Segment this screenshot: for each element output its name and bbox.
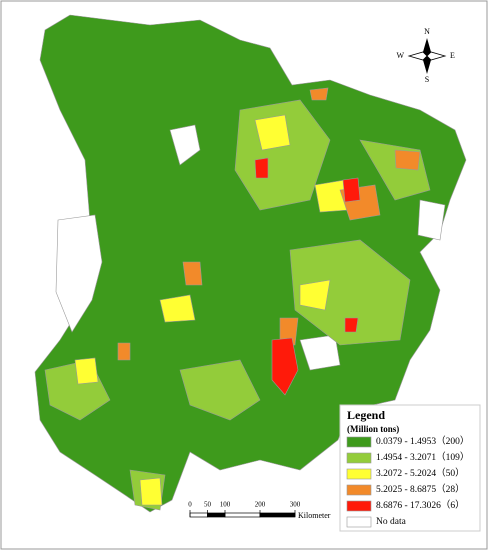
region-no-data bbox=[55, 214, 103, 333]
region-class-3 bbox=[159, 294, 196, 323]
scale-segment bbox=[259, 512, 296, 518]
legend-label: No data bbox=[376, 517, 407, 527]
region-no-data bbox=[169, 124, 201, 166]
compass-label: E bbox=[450, 51, 455, 60]
region-no-data bbox=[299, 334, 341, 371]
scale-segment bbox=[189, 512, 208, 518]
scale-unit: Kilometer bbox=[298, 511, 331, 520]
scale-tick-label: 200 bbox=[255, 501, 266, 509]
scale-tick-label: 0 bbox=[188, 501, 192, 509]
legend-swatch bbox=[346, 436, 372, 448]
region-class-4 bbox=[182, 261, 203, 286]
legend-swatch bbox=[346, 484, 372, 496]
region-class-4 bbox=[394, 149, 421, 171]
scale-tick-label: 300 bbox=[290, 501, 301, 509]
region-class-4 bbox=[117, 342, 131, 361]
compass-label: N bbox=[424, 27, 430, 36]
scale-segment bbox=[207, 512, 226, 518]
region-class-3 bbox=[299, 279, 331, 311]
region-class-2 bbox=[289, 239, 411, 346]
compass-label: W bbox=[396, 51, 404, 60]
region-no-data bbox=[417, 199, 446, 241]
region-class-2 bbox=[179, 359, 261, 421]
region-class-4 bbox=[279, 317, 299, 346]
legend-label: 0.0379 - 1.4953（200） bbox=[376, 435, 469, 447]
region-class-3 bbox=[139, 477, 163, 506]
legend: Legend (Million tons) bbox=[339, 404, 481, 532]
legend-swatch bbox=[346, 516, 372, 528]
compass-label: S bbox=[425, 75, 429, 84]
scale-tick-label: 100 bbox=[220, 501, 231, 509]
legend-swatch bbox=[346, 500, 372, 512]
region-class-5 bbox=[271, 337, 299, 396]
region-class-5 bbox=[342, 177, 361, 203]
legend-swatch bbox=[346, 452, 372, 464]
compass: N S E W bbox=[396, 27, 455, 84]
legend-label: 8.6876 - 17.3026（6） bbox=[376, 499, 465, 511]
legend-label: 5.2025 - 8.6875（28） bbox=[376, 483, 465, 495]
region-class-3 bbox=[74, 357, 99, 385]
legend-title: Legend bbox=[347, 408, 385, 422]
region-class-4 bbox=[309, 87, 329, 101]
legend-label: 3.2072 - 5.2024（50） bbox=[376, 467, 465, 479]
scale-tick-label: 50 bbox=[204, 501, 212, 509]
region-class-3 bbox=[254, 114, 291, 151]
region-class-5 bbox=[344, 317, 359, 333]
legend-label: 1.4954 - 3.2071（109） bbox=[376, 451, 469, 463]
compass-needle bbox=[407, 51, 447, 61]
legend-subtitle: (Million tons) bbox=[347, 424, 399, 434]
scale-segment bbox=[224, 512, 261, 518]
region-class-5 bbox=[254, 157, 269, 179]
map-regions bbox=[34, 14, 467, 513]
legend-swatch bbox=[346, 468, 372, 480]
